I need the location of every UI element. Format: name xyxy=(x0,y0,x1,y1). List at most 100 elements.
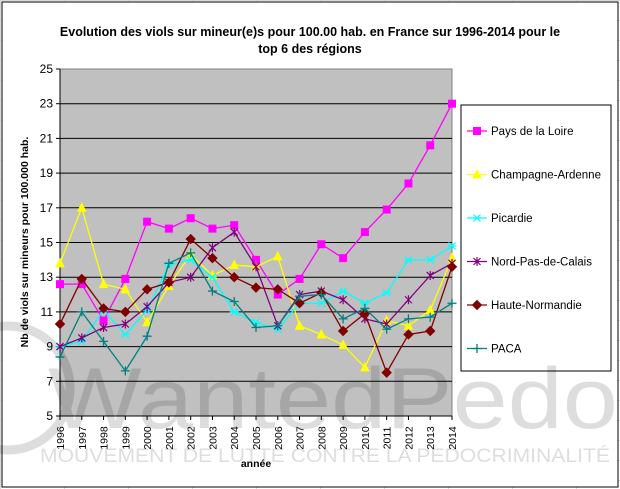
x-tick-label: 2011 xyxy=(382,427,394,450)
chart-title-line-2: top 6 des régions xyxy=(258,42,362,56)
data-point-marker xyxy=(473,257,481,266)
y-tick-label: 23 xyxy=(40,97,54,111)
y-tick-label: 11 xyxy=(41,305,54,319)
data-point-marker xyxy=(425,255,435,264)
legend-label: Haute-Normandie xyxy=(491,300,582,312)
legend-item: PACA xyxy=(467,344,522,356)
watermark-logo: WantedPedo xyxy=(0,321,618,455)
y-tick-label: 21 xyxy=(40,131,54,145)
data-point-marker xyxy=(316,299,326,308)
data-point-marker xyxy=(207,273,217,282)
data-point-marker xyxy=(382,205,391,214)
data-point-marker xyxy=(229,296,239,306)
data-point-marker xyxy=(185,233,196,245)
data-point-marker xyxy=(164,224,173,233)
watermark-logo-text: WantedPedo xyxy=(48,351,618,447)
x-tick-label: 1998 xyxy=(99,426,111,450)
y-axis-label: Nb de viols sur mineurs pour 100.000 hab… xyxy=(19,137,31,348)
data-point-marker xyxy=(77,307,87,317)
x-axis-label: année xyxy=(241,458,272,470)
x-tick-labels: 1996 1997 1998 1999 2000 2001 2002 2003 2004 2005… xyxy=(55,426,459,450)
y-tick-label: 5 xyxy=(46,409,53,423)
data-point-marker xyxy=(229,271,240,283)
data-point-marker xyxy=(164,258,174,268)
data-point-marker xyxy=(316,328,327,339)
data-point-marker xyxy=(339,295,348,305)
x-tick-label: 2012 xyxy=(403,426,415,450)
legend-item: Pays de la Loire xyxy=(467,126,573,138)
legend-item: Picardie xyxy=(467,213,533,225)
data-point-marker xyxy=(471,299,483,311)
data-point-marker xyxy=(56,280,64,289)
x-tick-label: 1997 xyxy=(77,426,89,450)
data-point-marker xyxy=(360,303,370,313)
data-point-marker xyxy=(76,202,87,212)
y-tick-labels: 5 7 9 11 13 15 17 19 21 23 25 xyxy=(40,62,54,423)
data-point-marker xyxy=(55,257,65,268)
data-point-marker xyxy=(382,288,392,297)
x-tick-label: 2013 xyxy=(425,426,437,450)
data-point-marker xyxy=(316,290,326,300)
x-tick-label: 2006 xyxy=(273,426,285,450)
data-point-marker xyxy=(207,286,217,296)
data-point-marker xyxy=(338,339,348,349)
x-tick-label: 2014 xyxy=(447,426,459,450)
legend-label: Pays de la Loire xyxy=(491,126,573,138)
data-point-marker xyxy=(447,298,457,308)
x-tick-label: 2002 xyxy=(186,426,198,450)
data-point-marker xyxy=(295,274,304,283)
legend-label: Champagne-Ardenne xyxy=(491,170,601,182)
gridlines xyxy=(60,103,452,382)
data-point-marker xyxy=(447,242,457,250)
data-point-marker xyxy=(294,298,305,309)
data-point-marker xyxy=(403,314,413,324)
data-point-marker xyxy=(120,366,130,376)
data-point-marker xyxy=(186,272,195,282)
data-point-marker xyxy=(360,228,369,237)
legend-label: PACA xyxy=(491,344,522,356)
y-tick-label: 15 xyxy=(40,236,54,250)
data-point-marker xyxy=(98,303,109,314)
data-point-marker xyxy=(404,179,413,188)
data-point-marker xyxy=(54,318,66,330)
y-tick-label: 13 xyxy=(40,270,54,284)
x-tick-label: 2005 xyxy=(251,426,263,450)
data-point-marker xyxy=(338,287,348,296)
legend-label: Picardie xyxy=(491,213,533,225)
x-tick-label: 2010 xyxy=(360,426,372,450)
legend-item: Haute-Normandie xyxy=(467,299,582,312)
data-point-marker xyxy=(360,361,370,372)
data-point-marker xyxy=(98,278,109,289)
data-point-marker xyxy=(208,243,217,253)
data-point-marker xyxy=(338,314,348,324)
data-point-marker xyxy=(143,302,152,312)
data-point-marker xyxy=(472,168,482,179)
y-tick-label: 25 xyxy=(40,62,54,76)
data-point-marker xyxy=(120,330,130,339)
data-point-marker xyxy=(448,99,456,108)
data-point-marker xyxy=(250,282,262,293)
data-point-marker xyxy=(473,127,481,135)
data-point-marker xyxy=(425,312,435,322)
watermark: WantedPedo MOUVEMENT DE LUTTE CONTRE LA … xyxy=(0,321,618,467)
x-tick-label: 2008 xyxy=(316,426,328,450)
data-point-marker xyxy=(425,325,436,337)
data-point-marker xyxy=(252,262,260,272)
x-tick-label: 1999 xyxy=(120,426,132,450)
data-point-marker xyxy=(56,342,64,352)
x-tick-label: 2001 xyxy=(164,426,176,450)
legend-label: Nord-Pas-de-Calais xyxy=(491,257,592,269)
data-point-marker xyxy=(339,254,348,263)
data-point-marker xyxy=(272,250,283,261)
series-lines xyxy=(54,99,458,378)
data-point-marker xyxy=(273,321,283,331)
watermark-logo-circle xyxy=(0,321,75,455)
data-point-marker xyxy=(404,295,413,305)
data-point-marker xyxy=(77,333,86,343)
data-point-marker xyxy=(426,141,435,150)
data-point-marker xyxy=(230,227,239,237)
data-point-marker xyxy=(272,284,283,295)
data-point-marker xyxy=(251,323,261,333)
data-point-marker xyxy=(229,307,239,316)
